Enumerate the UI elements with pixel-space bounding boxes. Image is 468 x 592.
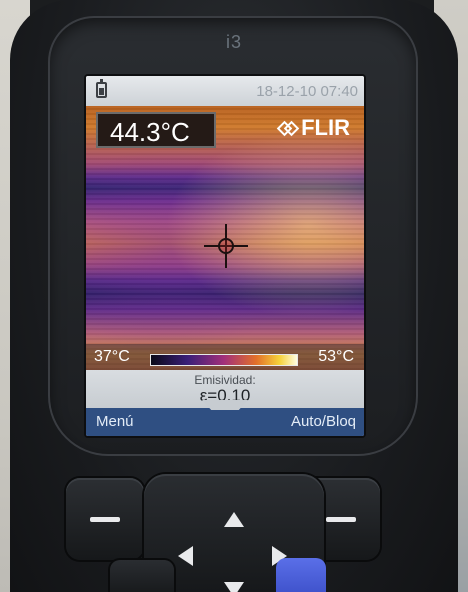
battery-icon bbox=[96, 79, 107, 98]
flir-diamond-icon bbox=[276, 119, 300, 137]
flir-logo: FLIR bbox=[276, 115, 350, 140]
arrow-left-icon[interactable] bbox=[178, 546, 193, 566]
left-soft-button[interactable] bbox=[66, 478, 144, 560]
color-scale-gradient bbox=[150, 354, 298, 366]
blue-button[interactable] bbox=[276, 558, 326, 592]
scale-min-label: 37°C bbox=[94, 348, 130, 365]
auto-lock-softkey[interactable]: Auto/Bloq bbox=[290, 413, 356, 430]
dash-icon bbox=[90, 517, 120, 522]
datetime: 18-12-10 07:40 bbox=[256, 83, 358, 100]
camera-display: 18-12-10 07:40 44.3°C FLIR 37°C 53°C Emi… bbox=[86, 76, 364, 436]
temperature-readout-box: 44.3°C bbox=[96, 112, 216, 148]
status-bar: 18-12-10 07:40 bbox=[86, 76, 364, 106]
lower-left-button[interactable] bbox=[110, 560, 174, 592]
flir-logo-text: FLIR bbox=[301, 115, 350, 140]
dash-icon bbox=[326, 517, 356, 522]
crosshair-icon bbox=[204, 224, 248, 268]
temperature-readout: 44.3°C bbox=[110, 117, 190, 147]
model-label: i3 bbox=[225, 32, 242, 52]
arrow-down-icon[interactable] bbox=[224, 582, 244, 592]
arrow-up-icon[interactable] bbox=[224, 512, 244, 527]
scale-max-label: 53°C bbox=[318, 348, 354, 365]
menu-softkey[interactable]: Menú bbox=[96, 413, 134, 430]
softkey-bar: Menú Auto/Bloq bbox=[86, 408, 364, 436]
emissivity-label: Emisividad: bbox=[194, 373, 256, 387]
keypad bbox=[0, 470, 468, 592]
